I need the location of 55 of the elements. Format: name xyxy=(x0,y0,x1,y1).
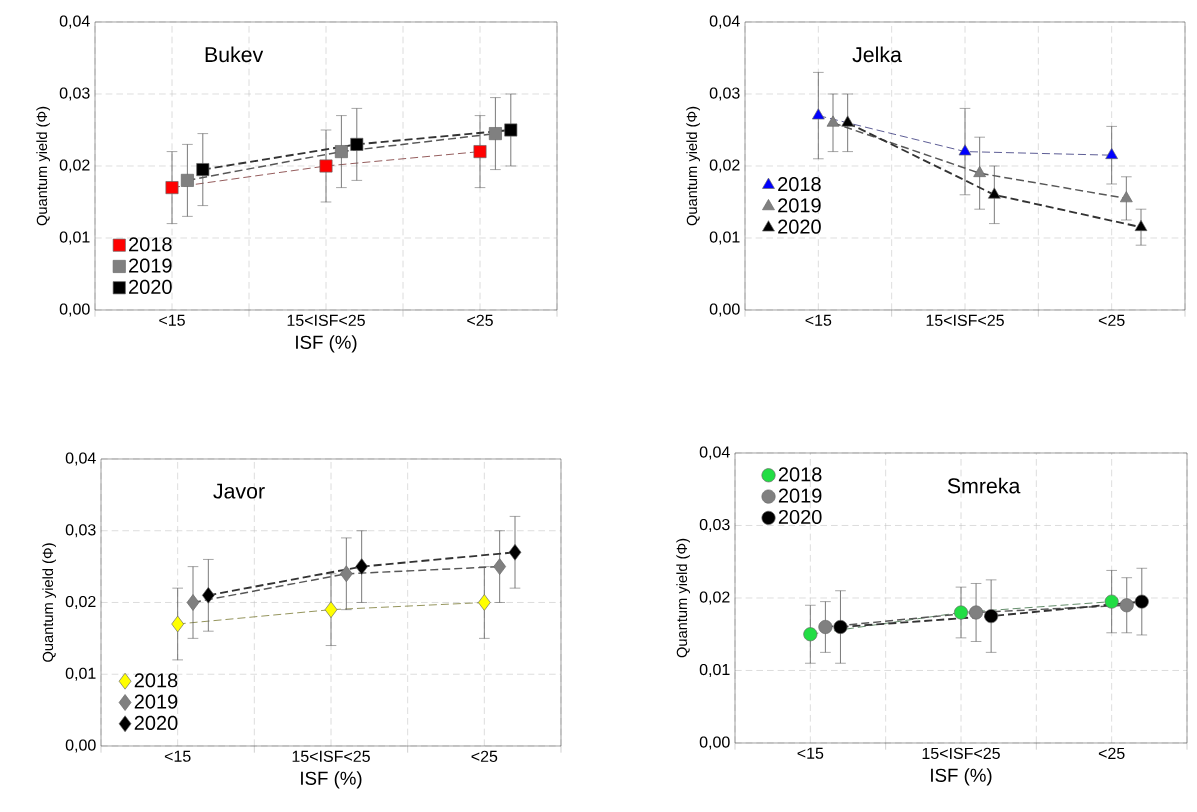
y-tick-label: 0,02 xyxy=(709,159,740,173)
y-tick-label: 0,04 xyxy=(709,15,740,29)
legend-label: 2019 xyxy=(129,258,172,273)
text: Javor xyxy=(213,483,265,499)
y-axis-title: Quantum yield (Φ) xyxy=(676,538,690,658)
y-tick-label: 0,02 xyxy=(59,159,90,173)
y-tick-label: 0,03 xyxy=(699,518,730,533)
y-tick-label: 0,00 xyxy=(65,739,96,753)
x-tick-label: <15 xyxy=(797,747,824,759)
x-axis-title: ISF (%) xyxy=(931,768,992,786)
y-tick-label: 0,00 xyxy=(709,303,740,317)
y-tick-label: 0,02 xyxy=(699,591,730,605)
legend-label: 2020 xyxy=(778,219,821,234)
x-tick-label: 15<ISF<25 xyxy=(292,750,370,763)
y-tick-label: 0,01 xyxy=(699,663,730,678)
legend-label: 2019 xyxy=(778,198,821,213)
x-tick-label: 15<ISF<25 xyxy=(926,314,1004,327)
legend-label: 2018 xyxy=(129,237,172,252)
x-tick-label: 15<ISF<25 xyxy=(287,314,365,327)
legend-label: 2019 xyxy=(134,694,178,709)
x-tick-label: <25 xyxy=(1098,747,1125,760)
text: Bukev xyxy=(205,46,264,63)
x-axis-title: ISF (%) xyxy=(301,771,362,789)
legend-label: 2018 xyxy=(778,177,821,192)
y-tick-label: 0,03 xyxy=(65,524,96,538)
x-tick-label: <25 xyxy=(1098,314,1125,327)
y-tick-label: 0,02 xyxy=(65,595,96,610)
legend-label: 2018 xyxy=(134,673,178,688)
y-tick-label: 0,01 xyxy=(65,667,96,681)
x-tick-label: <25 xyxy=(471,750,498,763)
x-tick-label: <25 xyxy=(467,314,493,327)
y-tick-label: 0,03 xyxy=(59,87,90,101)
y-tick-label: 0,00 xyxy=(59,303,90,317)
y-axis-title: Quantum yield (Φ) xyxy=(42,543,56,662)
x-tick-label: <15 xyxy=(159,314,185,326)
legend-label: 2019 xyxy=(778,488,822,503)
y-tick-label: 0,04 xyxy=(699,446,730,460)
y-tick-label: 0,04 xyxy=(59,15,90,29)
legend-label: 2020 xyxy=(134,715,178,730)
y-axis-title: Quantum yield (Φ) xyxy=(36,106,50,226)
x-axis-title: ISF (%) xyxy=(296,335,357,353)
x-tick-label: 15<ISF<25 xyxy=(922,747,1000,760)
y-tick-label: 0,00 xyxy=(699,736,730,750)
x-tick-label: <15 xyxy=(164,750,191,762)
legend-label: 2020 xyxy=(129,279,172,294)
y-axis-title: Quantum yield (Φ) xyxy=(686,106,700,226)
y-tick-label: 0,01 xyxy=(709,231,740,245)
x-tick-label: <15 xyxy=(805,314,832,326)
text: Jelka xyxy=(852,46,902,63)
text: Smreka xyxy=(947,477,1021,494)
legend-label: 2020 xyxy=(778,509,822,525)
legend-label: 2018 xyxy=(778,467,822,482)
y-tick-label: 0,01 xyxy=(59,231,90,245)
y-tick-label: 0,03 xyxy=(709,87,740,101)
y-tick-label: 0,04 xyxy=(65,452,96,466)
